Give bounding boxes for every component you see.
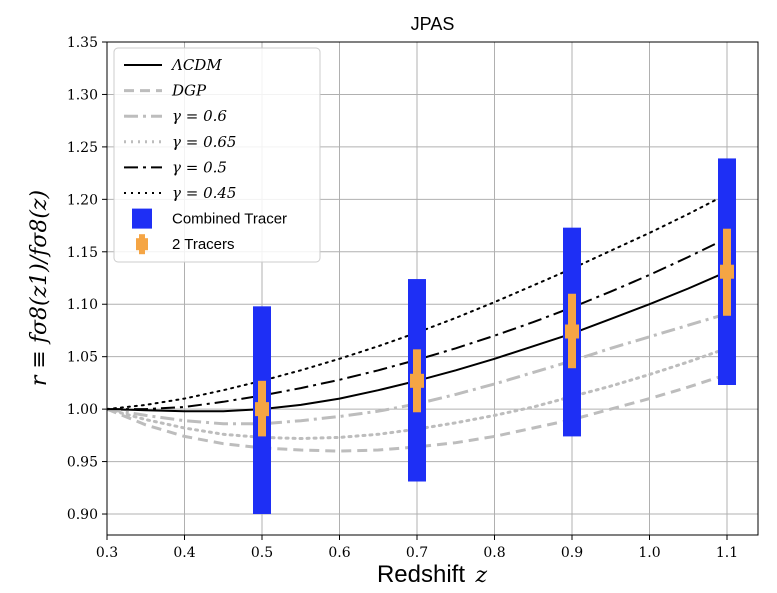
x-tick-label: 0.4 [173,545,195,561]
y-tick-label: 1.15 [67,245,98,261]
two-tracers-marker [565,324,579,339]
legend-box [113,47,321,263]
y-tick-label: 1.05 [67,350,98,366]
y-tick-label: 1.10 [67,297,98,313]
x-tick-label: 0.8 [483,545,505,561]
y-tick-label: 1.25 [67,140,98,156]
legend: ΛCDM DGP γ = 0.6 γ = 0.65 γ = 0.5 γ = 0.45 Com… [113,47,321,263]
legend-label-0-45: γ = 0.45 [172,184,236,202]
legend-label-combined-tracer: Combined Tracer [172,211,287,228]
y-axis-label: r ≡ fσ8(z1)/fσ8(z) [27,190,52,386]
x-axis-label-text: Redshift [377,561,465,588]
x-axis: 0.3 0.4 0.5 0.6 0.7 0.8 0.9 1.0 1.1 [96,535,738,561]
x-tick-label: 0.9 [561,545,583,561]
legend-label-dgp: DGP [171,82,207,100]
series-line-0-65 [107,346,729,441]
legend-swatch-combined-tracer [132,208,152,229]
series-line-0-45 [107,193,728,411]
y-axis: 0.90 0.95 1.00 1.05 1.10 1.15 1.20 1.25 1.30 1.35 [67,35,107,523]
x-tick-label: 0.3 [96,545,118,561]
series-line-0-5 [107,237,728,411]
x-tick-label: 0.7 [406,545,428,561]
chart-title: JPAS [411,14,455,34]
legend-swatch-two-tracers [136,238,148,251]
x-axis-label: Redshift z [377,561,488,588]
legend-label-0-6: γ = 0.6 [172,107,227,125]
legend-label-0-65: γ = 0.65 [172,133,236,151]
y-tick-label: 1.00 [67,402,98,418]
x-tick-label: 0.6 [328,545,350,561]
x-axis-label-variable: z [474,563,487,588]
legend-label-0-5: γ = 0.5 [172,158,227,176]
x-tick-label: 0.5 [251,545,273,561]
y-tick-label: 1.35 [67,35,98,51]
two-tracers-marker [255,402,269,417]
y-tick-label: 1.20 [67,192,98,208]
x-tick-label: 1.0 [638,545,660,561]
legend-label-two-tracers: 2 Tracers [172,236,235,253]
y-tick-label: 1.30 [67,87,98,103]
x-tick-label: 1.1 [716,545,738,561]
legend-label-cdm: ΛCDM [170,56,222,74]
y-tick-label: 0.90 [67,507,98,523]
two-tracers-marker [410,373,424,388]
y-tick-label: 0.95 [67,455,98,471]
plot-frame [106,41,759,536]
errorbar-layer [253,158,736,515]
two-tracers-marker [720,264,734,279]
